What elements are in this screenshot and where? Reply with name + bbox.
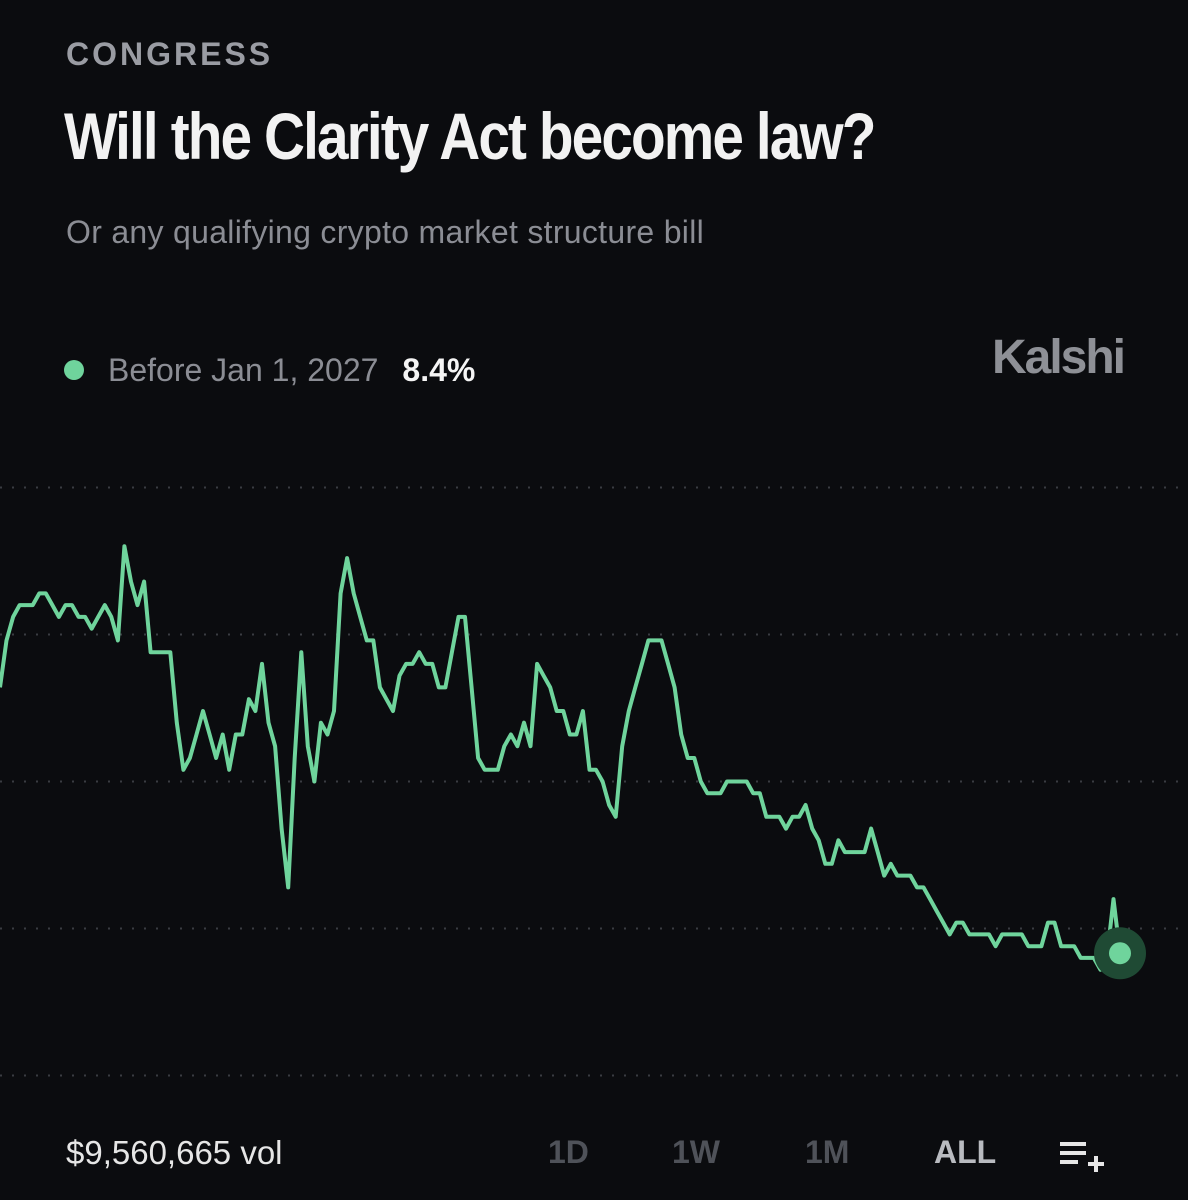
range-tab-1d[interactable]: 1D xyxy=(548,1134,589,1170)
category-label[interactable]: CONGRESS xyxy=(66,36,274,72)
price-chart[interactable] xyxy=(0,440,1188,1080)
kalshi-logo: Kalshi xyxy=(991,331,1126,384)
series-line xyxy=(0,544,1122,972)
chart-legend: Before Jan 1, 2027 8.4% xyxy=(64,350,475,390)
range-tab-all[interactable]: ALL xyxy=(934,1134,997,1170)
last-point-marker xyxy=(1109,942,1131,965)
legend-dot xyxy=(64,360,84,380)
legend-label: Before Jan 1, 2027 xyxy=(108,351,379,388)
market-title: Will the Clarity Act become law? xyxy=(64,99,876,173)
volume-label: $9,560,665 vol xyxy=(66,1134,283,1171)
list-add-icon[interactable] xyxy=(1058,1136,1106,1176)
chart-footer: $9,560,665 vol 1D 1W 1M ALL xyxy=(0,1128,1188,1184)
market-subtitle: Or any qualifying crypto market structur… xyxy=(66,214,705,250)
range-tab-1m[interactable]: 1M xyxy=(805,1134,850,1170)
range-tab-1w[interactable]: 1W xyxy=(672,1134,720,1170)
legend-value: 8.4% xyxy=(402,351,476,388)
